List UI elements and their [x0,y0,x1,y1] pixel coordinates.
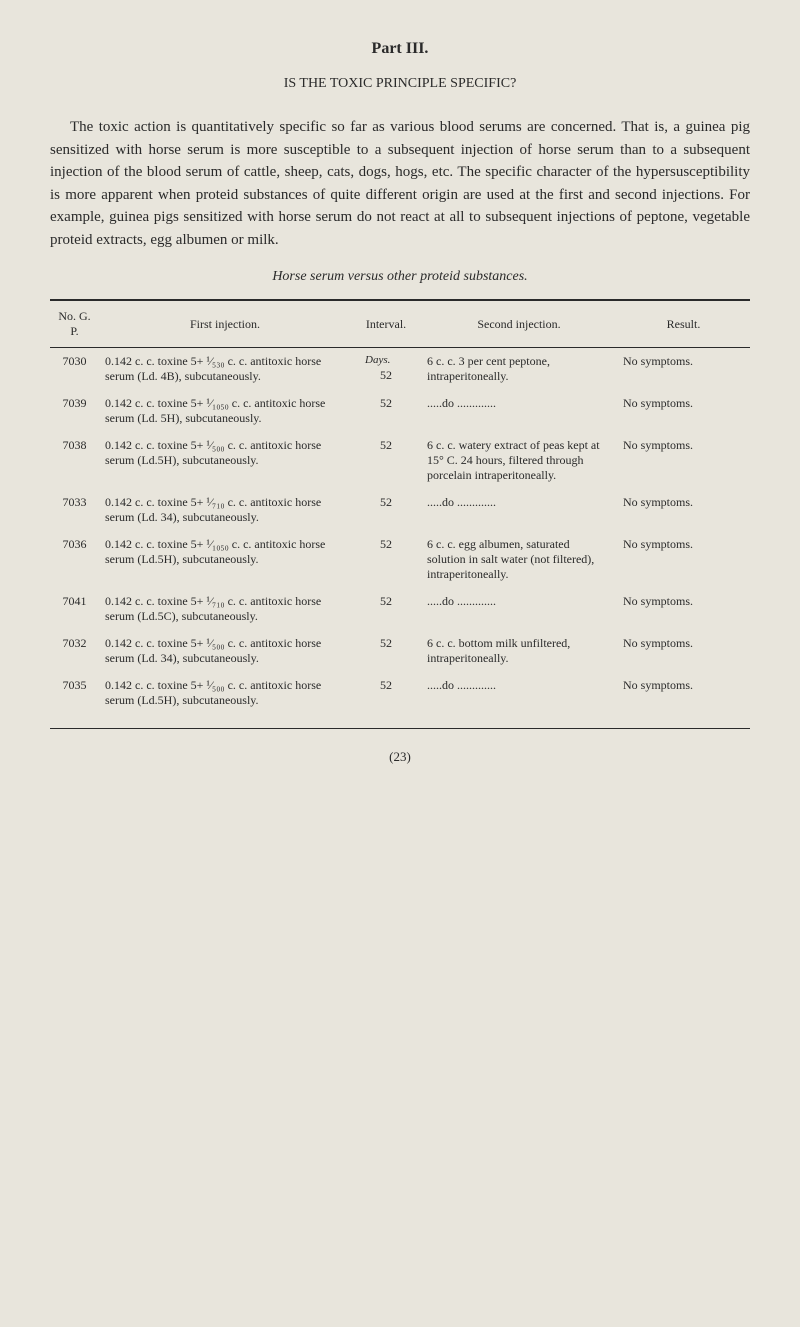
header-interval: Interval. [351,300,421,348]
cell-second-injection: 6 c. c. bottom milk unfiltered, intraper… [421,630,617,672]
header-result: Result. [617,300,750,348]
data-table: No. G. P. First injection. Interval. Sec… [50,299,750,729]
cell-interval: 52 [351,432,421,489]
cell-second-injection: .....do ............. [421,390,617,432]
cell-second-injection: 6 c. c. egg albumen, saturated solution … [421,531,617,588]
cell-result: No symptoms. [617,588,750,630]
cell-result: No symptoms. [617,489,750,531]
cell-interval: 52 [351,531,421,588]
cell-second-injection: 6 c. c. watery extract of peas kept at 1… [421,432,617,489]
cell-no: 7035 [50,672,99,729]
cell-result: No symptoms. [617,432,750,489]
cell-no: 7038 [50,432,99,489]
cell-second-injection: .....do ............. [421,489,617,531]
table-header-row: No. G. P. First injection. Interval. Sec… [50,300,750,348]
cell-no: 7036 [50,531,99,588]
cell-result: No symptoms. [617,348,750,391]
body-paragraph: The toxic action is quantitatively speci… [50,116,750,251]
subtitle: IS THE TOXIC PRINCIPLE SPECIFIC? [50,76,750,92]
table-title: Horse serum versus other proteid substan… [50,269,750,285]
cell-result: No symptoms. [617,390,750,432]
header-first: First injection. [99,300,351,348]
table-row: 70410.142 c. c. toxine 5+ ¹⁄₇₁₀ c. c. an… [50,588,750,630]
table-row: 70320.142 c. c. toxine 5+ ¹⁄₅₀₀ c. c. an… [50,630,750,672]
cell-no: 7030 [50,348,99,391]
days-label: Days. [357,354,415,366]
cell-first-injection: 0.142 c. c. toxine 5+ ¹⁄₅₀₀ c. c. antito… [99,630,351,672]
header-second: Second injection. [421,300,617,348]
table-row: 70380.142 c. c. toxine 5+ ¹⁄₅₀₀ c. c. an… [50,432,750,489]
table-row: 70360.142 c. c. toxine 5+ ¹⁄₁₀₅₀ c. c. a… [50,531,750,588]
cell-no: 7033 [50,489,99,531]
cell-first-injection: 0.142 c. c. toxine 5+ ¹⁄₁₀₅₀ c. c. antit… [99,531,351,588]
cell-second-injection: .....do ............. [421,672,617,729]
cell-first-injection: 0.142 c. c. toxine 5+ ¹⁄₅₃₀ c. c. antito… [99,348,351,391]
cell-interval: 52 [351,630,421,672]
cell-interval: 52 [351,390,421,432]
cell-second-injection: 6 c. c. 3 per cent peptone, intraperiton… [421,348,617,391]
cell-interval: 52 [351,489,421,531]
table-row: 70300.142 c. c. toxine 5+ ¹⁄₅₃₀ c. c. an… [50,348,750,391]
cell-result: No symptoms. [617,672,750,729]
table-row: 70390.142 c. c. toxine 5+ ¹⁄₁₀₅₀ c. c. a… [50,390,750,432]
cell-interval: Days.52 [351,348,421,391]
cell-result: No symptoms. [617,630,750,672]
cell-first-injection: 0.142 c. c. toxine 5+ ¹⁄₇₁₀ c. c. antito… [99,489,351,531]
cell-interval: 52 [351,672,421,729]
cell-first-injection: 0.142 c. c. toxine 5+ ¹⁄₅₀₀ c. c. antito… [99,672,351,729]
table-row: 70330.142 c. c. toxine 5+ ¹⁄₇₁₀ c. c. an… [50,489,750,531]
cell-no: 7041 [50,588,99,630]
cell-interval: 52 [351,588,421,630]
page-number: (23) [50,749,750,765]
cell-first-injection: 0.142 c. c. toxine 5+ ¹⁄₅₀₀ c. c. antito… [99,432,351,489]
cell-no: 7032 [50,630,99,672]
cell-no: 7039 [50,390,99,432]
cell-result: No symptoms. [617,531,750,588]
table-row: 70350.142 c. c. toxine 5+ ¹⁄₅₀₀ c. c. an… [50,672,750,729]
cell-first-injection: 0.142 c. c. toxine 5+ ¹⁄₇₁₀ c. c. antito… [99,588,351,630]
cell-second-injection: .....do ............. [421,588,617,630]
header-no: No. G. P. [50,300,99,348]
cell-first-injection: 0.142 c. c. toxine 5+ ¹⁄₁₀₅₀ c. c. antit… [99,390,351,432]
part-title: Part III. [50,40,750,58]
